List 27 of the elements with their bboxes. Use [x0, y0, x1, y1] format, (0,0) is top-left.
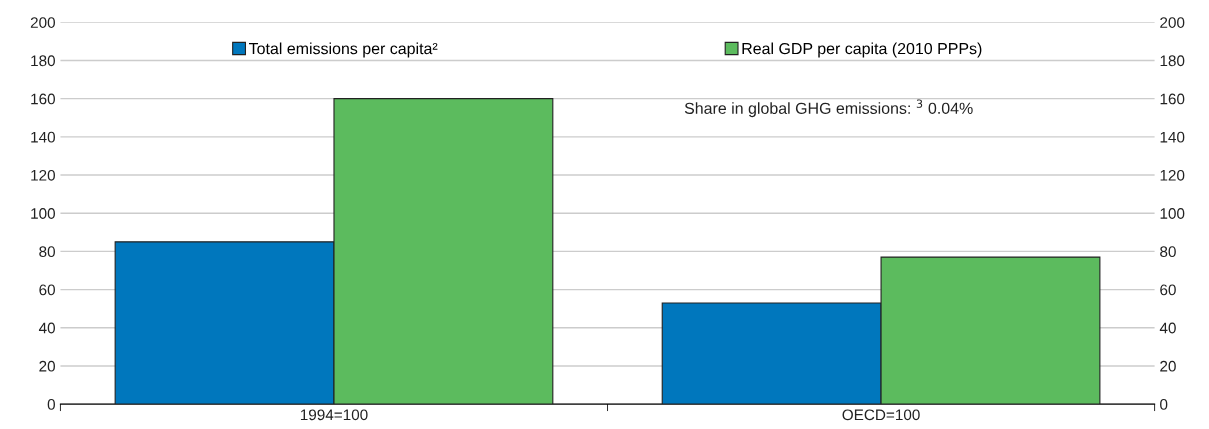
x-tick-label: 1994=100: [300, 409, 368, 421]
y2-tick-label: 200: [1160, 17, 1185, 28]
y2-tick-label: 140: [1160, 131, 1185, 143]
y2-tick-label: 100: [1160, 208, 1185, 219]
x-tick-label: OECD=100: [842, 409, 920, 421]
y2-tick-label: 40: [1159, 322, 1176, 334]
y2-tick-label: 60: [1160, 284, 1176, 296]
y-tick-label: 120: [31, 169, 55, 181]
legend-label: Total emissions per capita²: [249, 42, 438, 58]
y-tick-label: 140: [31, 131, 55, 143]
y-tick-label: 160: [31, 93, 55, 105]
y-tick-label: 100: [31, 208, 55, 219]
y2-tick-label: 160: [1160, 93, 1185, 105]
legend-label: Real GDP per capita (2010 PPPs): [742, 42, 982, 58]
y-tick-label: 40: [38, 322, 55, 334]
y-tick-label: 0: [47, 398, 55, 410]
y-tick-label: 60: [39, 284, 55, 296]
y-tick-label: 20: [39, 360, 55, 372]
annotation: Share in global GHG emissions: $^{3}$ 0.04%: [684, 99, 973, 118]
y2-tick-label: 120: [1160, 169, 1185, 181]
y2-tick-label: 20: [1160, 360, 1176, 372]
y-tick-label: 80: [39, 246, 55, 258]
y-tick-label: 200: [30, 17, 55, 28]
y-tick-label: 180: [31, 55, 55, 67]
y2-tick-label: 80: [1160, 246, 1176, 258]
y2-tick-label: 180: [1160, 55, 1185, 67]
y2-tick-label: 0: [1160, 398, 1168, 410]
